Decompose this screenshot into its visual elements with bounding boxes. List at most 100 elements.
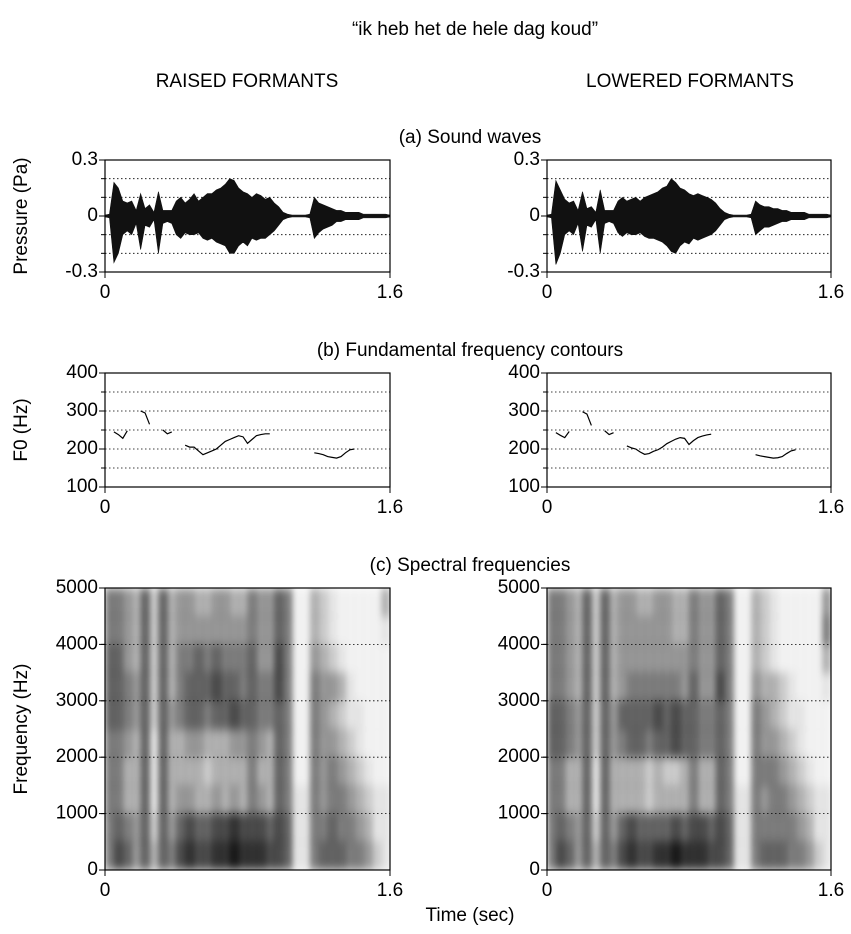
spectrogram-cell <box>564 841 575 870</box>
spectrogram-cell <box>167 700 177 730</box>
spectrogram-cell <box>680 841 690 870</box>
spectrogram-cell <box>635 616 646 645</box>
panel-title: (a) Sound waves <box>399 127 542 148</box>
spectrogram-cell <box>105 672 115 702</box>
spectrogram-cell <box>167 841 177 870</box>
spectrogram-cell <box>300 729 311 758</box>
spectrogram-cell <box>113 700 124 730</box>
y-tick-label: 3000 <box>498 690 540 711</box>
spectrogram-cell <box>345 588 355 617</box>
spectrogram-cell <box>724 813 734 843</box>
spectrogram-cell <box>211 757 222 786</box>
spectrogram-cell <box>768 757 779 786</box>
spectrogram-cell <box>671 616 681 645</box>
spectrogram-cell <box>229 757 240 786</box>
spectrogram-cell <box>662 700 672 730</box>
spectrogram-cell <box>564 588 575 617</box>
spectrogram-cell <box>274 672 284 702</box>
spectrogram-cell <box>176 616 186 645</box>
spectrogram-cell <box>591 757 601 786</box>
spectrogram-cell <box>760 841 770 870</box>
spectrogram-cell <box>354 644 364 674</box>
spectrogram-cell <box>140 700 151 730</box>
spectrogram-cell <box>158 729 168 758</box>
spectrogram-cell <box>680 644 690 674</box>
spectrogram-cell <box>706 644 717 674</box>
spectrogram-cell <box>813 616 823 645</box>
spectrogram-cell <box>167 644 177 674</box>
spectrogram-cell <box>626 729 637 758</box>
spectrogram-cell <box>274 757 284 786</box>
spectrogram-cell <box>265 841 275 870</box>
spectrogram-cell <box>724 841 734 870</box>
spectrogram-cell <box>336 841 346 870</box>
spectrogram-cell <box>715 672 725 702</box>
spectrogram-cell <box>292 757 302 786</box>
spectrogram-cell <box>363 757 373 786</box>
spectrogram-cell <box>122 644 133 674</box>
x-axis-label: Time (sec) <box>425 905 514 926</box>
spectrogram-cell <box>354 841 364 870</box>
spectrogram-cell <box>680 672 690 702</box>
spectrogram-cell <box>671 672 681 702</box>
spectrogram-cell <box>582 700 592 730</box>
spectrogram-cell <box>220 729 231 758</box>
spectrogram-cell <box>564 616 575 645</box>
spectrogram-cell <box>131 841 142 870</box>
spectrogram-cell <box>635 644 646 674</box>
spectrogram-cell <box>318 785 329 815</box>
spectrogram-cell <box>238 757 248 786</box>
spectrogram-cell <box>742 644 752 674</box>
spectrogram-cell <box>662 616 672 645</box>
spectrogram-cell <box>265 588 275 617</box>
spectrogram-cell <box>804 841 814 870</box>
spectrogram-cell <box>300 588 311 617</box>
spectrogram-cell <box>697 616 708 645</box>
spectrogram-cell <box>336 729 346 758</box>
spectrogram-cell <box>733 813 743 843</box>
spectrogram-cell <box>786 841 796 870</box>
spectrogram-cell <box>292 841 302 870</box>
spectrogram-cell <box>140 644 151 674</box>
spectrogram-cell <box>149 700 159 730</box>
spectrogram-cell <box>176 700 186 730</box>
spectrogram-cell <box>626 644 637 674</box>
spectrogram-cell <box>229 729 240 758</box>
spectrogram-cell <box>309 644 320 674</box>
spectrogram-cell <box>167 813 177 843</box>
spectrogram-cell <box>194 813 204 843</box>
spectrogram-cell <box>327 700 338 730</box>
spectrogram-cell <box>202 588 213 617</box>
spectrogram-cell <box>555 588 566 617</box>
spectrogram-cell <box>381 729 390 758</box>
spectrogram-cell <box>274 644 284 674</box>
spectrogram-cell <box>300 616 311 645</box>
spectrogram-cell <box>671 841 681 870</box>
spectrogram-cell <box>363 729 373 758</box>
spectrogram-cell <box>167 672 177 702</box>
spectrogram-cell <box>194 672 204 702</box>
spectrogram-cell <box>238 588 248 617</box>
spectrogram-cell <box>105 588 115 617</box>
spectrogram-cell <box>265 813 275 843</box>
spectrogram-cell <box>381 813 390 843</box>
spectrogram-cell <box>547 757 557 786</box>
spectrogram-cell <box>265 729 275 758</box>
spectrogram-cell <box>140 813 151 843</box>
spectrogram-cell <box>680 616 690 645</box>
spectrogram-cell <box>265 700 275 730</box>
spectrogram-cell <box>247 588 257 617</box>
spectrogram-cell <box>381 700 390 730</box>
spectrogram-cell <box>733 700 743 730</box>
spectrogram-cell <box>635 841 646 870</box>
spectrogram-cell <box>573 644 583 674</box>
spectrogram-cell <box>618 813 628 843</box>
spectrogram-cell <box>185 588 195 617</box>
spectrogram-cell <box>211 588 222 617</box>
waveform <box>546 178 832 265</box>
spectrogram-cell <box>813 588 823 617</box>
spectrogram-cell <box>547 616 557 645</box>
f0-contour <box>113 410 355 459</box>
spectrogram-cell <box>113 588 124 617</box>
spectrogram-cell <box>822 841 831 870</box>
